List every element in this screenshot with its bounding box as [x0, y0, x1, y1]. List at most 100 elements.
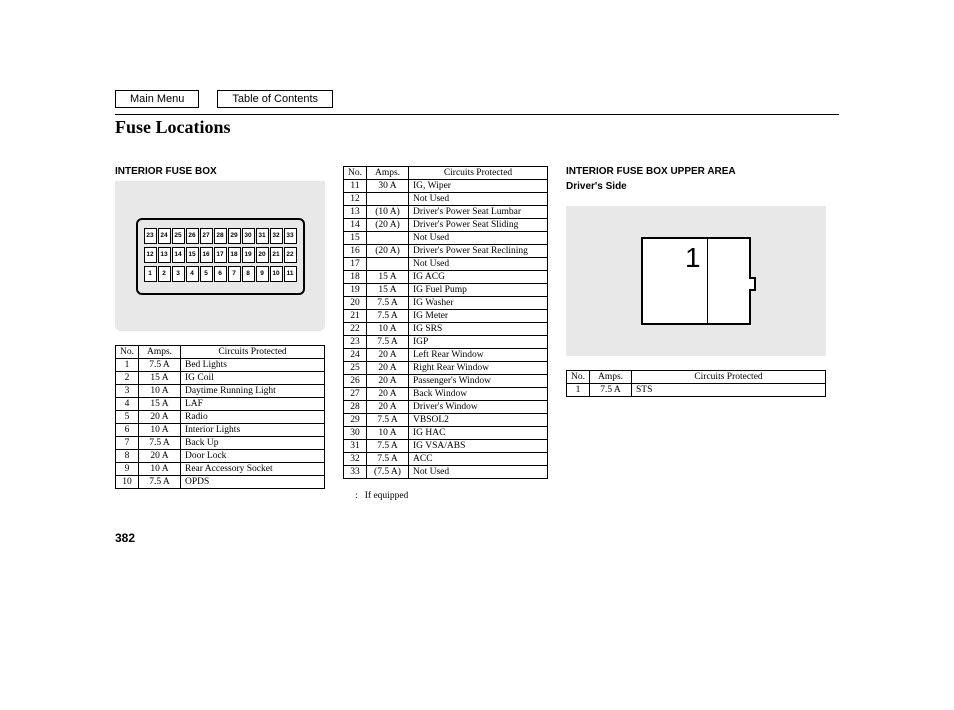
cell-amps: 10 A [367, 427, 409, 440]
fuse-slot: 10 [270, 266, 283, 282]
cell-no: 1 [116, 359, 139, 372]
cell-amps: (10 A) [367, 206, 409, 219]
cell-no: 24 [344, 349, 367, 362]
fuse-slot: 31 [256, 228, 269, 244]
cell-circuits: IG Fuel Pump [409, 284, 548, 297]
th-circuits: Circuits Protected [181, 346, 325, 359]
cell-circuits: IG HAC [409, 427, 548, 440]
table-row: 215 AIG Coil [116, 372, 325, 385]
table-row: 17Not Used [344, 258, 548, 271]
cell-amps: 7.5 A [367, 297, 409, 310]
cell-amps: 7.5 A [139, 359, 181, 372]
fuse-slot: 1 [144, 266, 157, 282]
cell-circuits: Rear Accessory Socket [181, 463, 325, 476]
table-row: 2820 ADriver's Window [344, 401, 548, 414]
cell-circuits: Driver's Power Seat Sliding [409, 219, 548, 232]
table-row: 2420 ALeft Rear Window [344, 349, 548, 362]
table-row: 297.5 AVBSOL2 [344, 414, 548, 427]
section1-label: INTERIOR FUSE BOX [115, 166, 325, 177]
main-menu-button[interactable]: Main Menu [115, 90, 199, 108]
cell-circuits: Not Used [409, 193, 548, 206]
table-row: 107.5 AOPDS [116, 476, 325, 489]
cell-no: 26 [344, 375, 367, 388]
cell-no: 12 [344, 193, 367, 206]
cell-no: 30 [344, 427, 367, 440]
table-row: 310 ADaytime Running Light [116, 385, 325, 398]
table-row: 16(20 A)Driver's Power Seat Reclining [344, 245, 548, 258]
cell-circuits: Driver's Power Seat Lumbar [409, 206, 548, 219]
table-row: 415 ALAF [116, 398, 325, 411]
column-1: INTERIOR FUSE BOX 2324252627282930313233… [115, 166, 325, 489]
cell-no: 25 [344, 362, 367, 375]
cell-circuits: VBSOL2 [409, 414, 548, 427]
footnote-marker: : [355, 491, 358, 501]
th-no: No. [567, 371, 590, 384]
section3-label1: INTERIOR FUSE BOX UPPER AREA [566, 166, 826, 177]
cell-no: 32 [344, 453, 367, 466]
cell-circuits: IGP [409, 336, 548, 349]
cell-amps: 20 A [139, 411, 181, 424]
fuse-slot: 29 [228, 228, 241, 244]
cell-no: 19 [344, 284, 367, 297]
cell-circuits: IG VSA/ABS [409, 440, 548, 453]
fuse-slot: 3 [172, 266, 185, 282]
cell-circuits: Driver's Power Seat Reclining [409, 245, 548, 258]
cell-no: 10 [116, 476, 139, 489]
cell-circuits: IG, Wiper [409, 180, 548, 193]
table-row: 820 ADoor Lock [116, 450, 325, 463]
table-row: 1130 AIG, Wiper [344, 180, 548, 193]
fuse-slot: 13 [158, 247, 171, 263]
th-circuits: Circuits Protected [409, 167, 548, 180]
cell-amps: 15 A [367, 284, 409, 297]
cell-amps: 20 A [367, 401, 409, 414]
table-row: 14(20 A)Driver's Power Seat Sliding [344, 219, 548, 232]
cell-no: 5 [116, 411, 139, 424]
cell-amps: 7.5 A [367, 440, 409, 453]
cell-no: 27 [344, 388, 367, 401]
fuse-slot: 27 [200, 228, 213, 244]
cell-circuits: Not Used [409, 232, 548, 245]
cell-amps: 7.5 A [139, 476, 181, 489]
footnote: : If equipped [355, 491, 548, 501]
cell-circuits: Bed Lights [181, 359, 325, 372]
content-columns: INTERIOR FUSE BOX 2324252627282930313233… [115, 166, 839, 501]
cell-circuits: Passenger's Window [409, 375, 548, 388]
upper-box-number: 1 [685, 242, 701, 274]
column-2: No. Amps. Circuits Protected 1130 AIG, W… [343, 166, 548, 501]
table-row: 77.5 ABack Up [116, 437, 325, 450]
toc-button[interactable]: Table of Contents [217, 90, 333, 108]
fuse-slot: 5 [200, 266, 213, 282]
cell-circuits: Driver's Window [409, 401, 548, 414]
nav-buttons: Main Menu Table of Contents [115, 90, 839, 108]
fuse-slot: 7 [228, 266, 241, 282]
cell-no: 4 [116, 398, 139, 411]
cell-no: 22 [344, 323, 367, 336]
cell-amps: 7.5 A [590, 384, 632, 397]
cell-circuits: Not Used [409, 466, 548, 479]
cell-circuits: Daytime Running Light [181, 385, 325, 398]
cell-no: 17 [344, 258, 367, 271]
fuse-slot: 12 [144, 247, 157, 263]
cell-amps: (20 A) [367, 219, 409, 232]
cell-amps: 15 A [367, 271, 409, 284]
cell-circuits: Back Up [181, 437, 325, 450]
cell-no: 14 [344, 219, 367, 232]
page-number: 382 [115, 531, 839, 545]
cell-circuits: LAF [181, 398, 325, 411]
fuse-slot: 21 [270, 247, 283, 263]
cell-no: 13 [344, 206, 367, 219]
table-row: 2720 ABack Window [344, 388, 548, 401]
cell-no: 6 [116, 424, 139, 437]
table-row: 12 Not Used [344, 193, 548, 206]
table-row: 17.5 ABed Lights [116, 359, 325, 372]
cell-no: 18 [344, 271, 367, 284]
table-row: 2210 AIG SRS [344, 323, 548, 336]
table-row: 1815 AIG ACG [344, 271, 548, 284]
table-row: 1915 AIG Fuel Pump [344, 284, 548, 297]
cell-circuits: IG ACG [409, 271, 548, 284]
upper-separator [707, 239, 708, 323]
cell-no: 8 [116, 450, 139, 463]
cell-amps: 20 A [367, 349, 409, 362]
table-row: 13(10 A)Driver's Power Seat Lumbar [344, 206, 548, 219]
cell-circuits: Left Rear Window [409, 349, 548, 362]
